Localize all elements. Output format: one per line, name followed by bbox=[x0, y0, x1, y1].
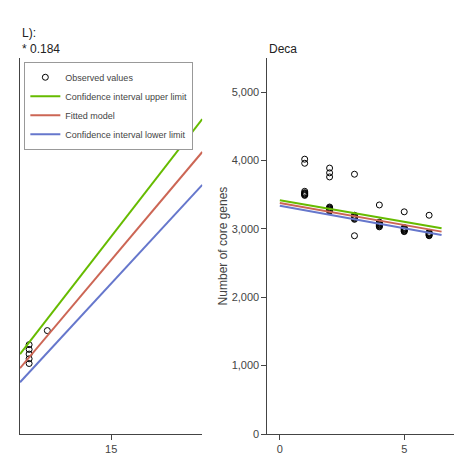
svg-text:Confidence interval lower limi: Confidence interval lower limit bbox=[65, 130, 185, 140]
svg-text:Deca: Deca bbox=[269, 42, 297, 56]
svg-text:1,000: 1,000 bbox=[232, 359, 260, 371]
svg-text:0: 0 bbox=[253, 428, 259, 440]
svg-text:L):* 0.184: L):* 0.184 bbox=[22, 26, 60, 56]
svg-text:Observed values: Observed values bbox=[65, 73, 133, 83]
svg-text:Number of core genes: Number of core genes bbox=[216, 187, 230, 306]
svg-text:2,000: 2,000 bbox=[232, 291, 260, 303]
svg-text:Fitted model: Fitted model bbox=[65, 111, 115, 121]
svg-text:5: 5 bbox=[401, 443, 407, 455]
svg-text:3,000: 3,000 bbox=[232, 223, 260, 235]
svg-text:5,000: 5,000 bbox=[232, 86, 260, 98]
svg-text:0: 0 bbox=[277, 443, 283, 455]
svg-text:4,000: 4,000 bbox=[232, 154, 260, 166]
svg-text:Confidence interval upper limi: Confidence interval upper limit bbox=[65, 92, 187, 102]
svg-text:15: 15 bbox=[105, 443, 117, 455]
